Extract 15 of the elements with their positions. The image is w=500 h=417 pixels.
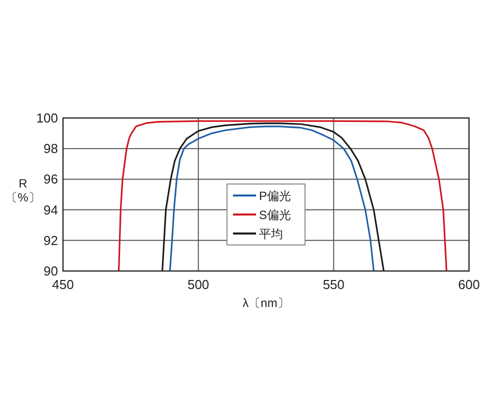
y-tick-label: 94 xyxy=(44,202,58,218)
legend-label: P偏光 xyxy=(259,189,292,203)
y-tick-label: 92 xyxy=(44,232,58,248)
x-tick-label: 550 xyxy=(322,277,345,292)
y-tick-label: 100 xyxy=(36,110,58,126)
x-tick-label: 500 xyxy=(187,277,210,292)
y-tick-label: 98 xyxy=(44,141,58,156)
x-tick-label: 600 xyxy=(458,277,480,292)
y-tick-label: 96 xyxy=(44,172,58,187)
x-axis-title: λ〔nm〕 xyxy=(242,296,290,310)
legend-label: S偏光 xyxy=(259,208,292,222)
x-tick-label: 450 xyxy=(52,277,74,292)
legend-label: 平均 xyxy=(259,227,283,241)
y-tick-label: 90 xyxy=(44,264,58,278)
y-axis-title: R 〔%〕 xyxy=(6,176,40,204)
